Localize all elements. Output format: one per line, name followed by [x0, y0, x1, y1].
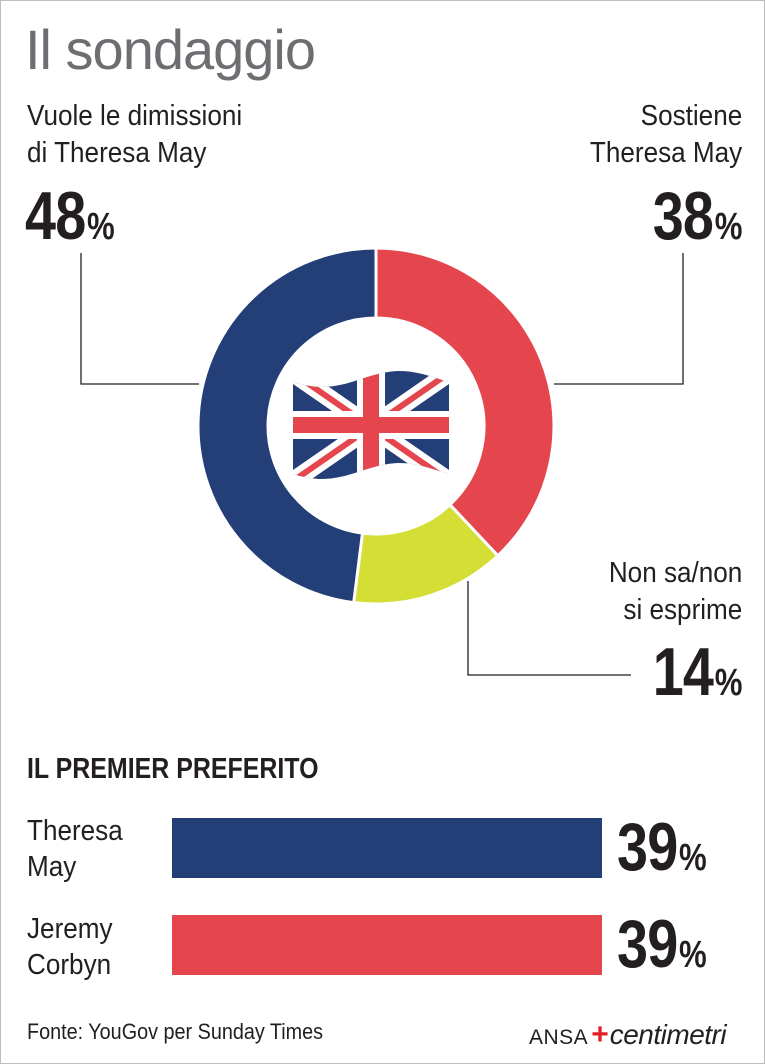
section-title-premier: IL PREMIER PREFERITO: [27, 753, 319, 785]
bar-label-corbyn-line2: Corbyn: [27, 949, 112, 981]
bar-label-may: Theresa May: [27, 813, 123, 885]
bar-value-corbyn: 39%: [617, 905, 707, 983]
slice-value-support-percent: %: [714, 206, 742, 248]
flag-diagonals: [293, 371, 449, 479]
leader-line-support: [554, 253, 684, 385]
bar-value-corbyn-percent: %: [679, 934, 707, 976]
bar-value-corbyn-number: 39: [617, 906, 678, 982]
brand-centimetri: centimetri: [609, 1019, 727, 1050]
donut-slices: [196, 246, 556, 606]
bar-value-may-number: 39: [617, 809, 678, 885]
slice-label-undecided-line1: Non sa/non: [608, 557, 742, 589]
donut-chart: [80, 246, 684, 676]
slice-label-support-line2: Theresa May: [589, 137, 742, 169]
slice-label-support-line1: Sostiene: [640, 100, 742, 132]
slice-label-support: Sostiene Theresa May: [590, 98, 742, 172]
bar-value-may: 39%: [617, 808, 707, 886]
bar-label-corbyn: Jeremy Corbyn: [27, 911, 113, 983]
slice-value-undecided-number: 14: [652, 634, 713, 710]
leader-lines: [80, 253, 684, 676]
slice-label-resign: Vuole le dimissioni di Theresa May: [27, 98, 242, 172]
bar-label-corbyn-line1: Jeremy: [27, 913, 113, 945]
slice-value-resign: 48%: [25, 177, 115, 255]
slice-value-resign-number: 48: [25, 178, 86, 254]
bar-may: [172, 818, 602, 878]
page-title: Il sondaggio: [25, 18, 316, 81]
slice-resign: [196, 246, 378, 605]
brand-logo: ANSA +centimetri: [529, 1018, 727, 1052]
slice-support: [374, 246, 556, 558]
slice-value-undecided-percent: %: [714, 662, 742, 704]
bar-corbyn: [172, 915, 602, 975]
slice-value-undecided: 14%: [652, 633, 742, 711]
slice-label-resign-line1: Vuole le dimissioni: [27, 100, 243, 132]
brand-cross: +: [591, 1018, 609, 1051]
slice-value-resign-percent: %: [87, 206, 115, 248]
brand-ansa: ANSA: [529, 1026, 589, 1049]
slice-value-support-number: 38: [652, 178, 713, 254]
leader-line-resign: [80, 253, 199, 385]
slice-value-support: 38%: [652, 177, 742, 255]
slice-label-undecided: Non sa/non si esprime: [609, 555, 742, 629]
leader-line-undecided: [467, 581, 631, 676]
slice-label-undecided-line2: si esprime: [623, 594, 742, 626]
union-jack-flag-icon: [293, 371, 449, 479]
slice-label-resign-line2: di Theresa May: [27, 137, 207, 169]
source-credit: Fonte: YouGov per Sunday Times: [27, 1019, 324, 1044]
bar-label-may-line2: May: [27, 851, 77, 883]
bar-value-may-percent: %: [679, 837, 707, 879]
bar-label-may-line1: Theresa: [27, 815, 123, 847]
